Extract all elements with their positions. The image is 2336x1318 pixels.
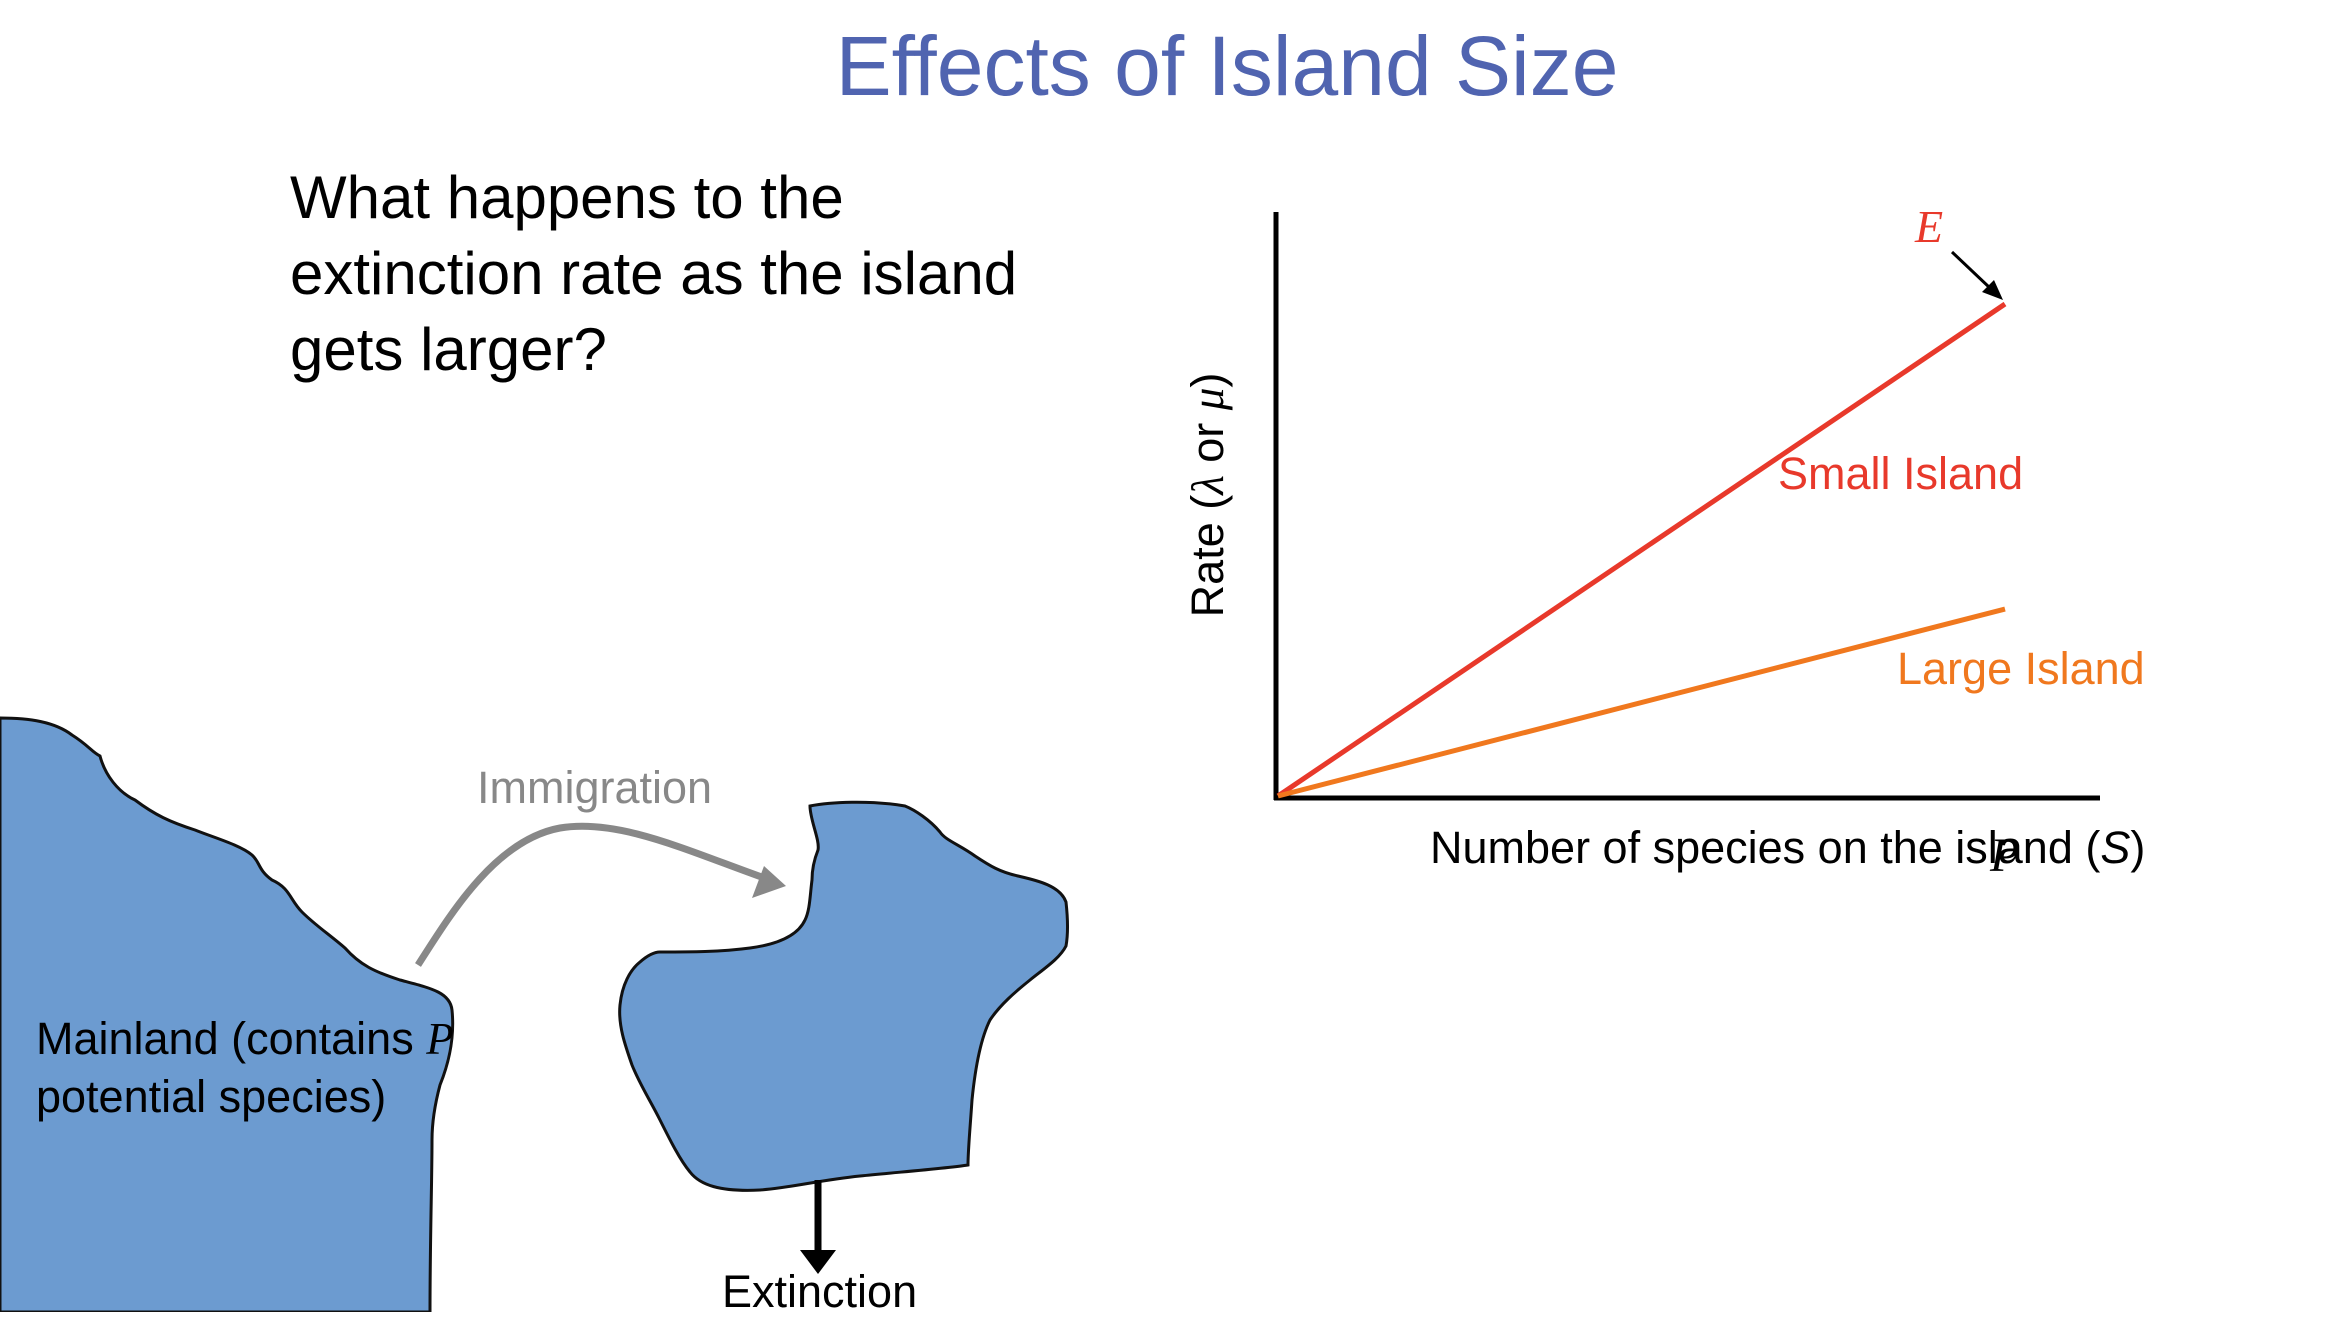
e-pointer-arrowhead xyxy=(1982,280,2003,300)
extinction-label: Extinction xyxy=(722,1266,918,1317)
question-text: What happens to the extinction rate as t… xyxy=(290,164,1018,383)
extinction-arrowhead xyxy=(800,1250,836,1274)
mainland-label: Mainland (contains P potential species) xyxy=(36,1013,454,1122)
island-shape xyxy=(618,800,1069,1192)
x-end-label-p: P xyxy=(1990,829,2020,882)
e-pointer-arrow xyxy=(1950,250,1992,290)
curve-label-e: E xyxy=(1915,201,1944,252)
immigration-arrow xyxy=(415,822,772,967)
small-island-line xyxy=(1276,301,2007,799)
slide-title: Effects of Island Size xyxy=(835,19,1619,113)
x-axis-label: Number of species on the island (S) xyxy=(1430,822,2146,873)
mainland-label-var: P xyxy=(426,1014,454,1064)
series-label-small-island: Small Island xyxy=(1778,448,2024,499)
immigration-label: Immigration xyxy=(477,762,713,813)
series-label-large-island: Large Island xyxy=(1897,643,2145,694)
immigration-arrowhead xyxy=(752,866,786,898)
mainland-shape xyxy=(0,716,455,1312)
large-island-line xyxy=(1277,606,2006,799)
